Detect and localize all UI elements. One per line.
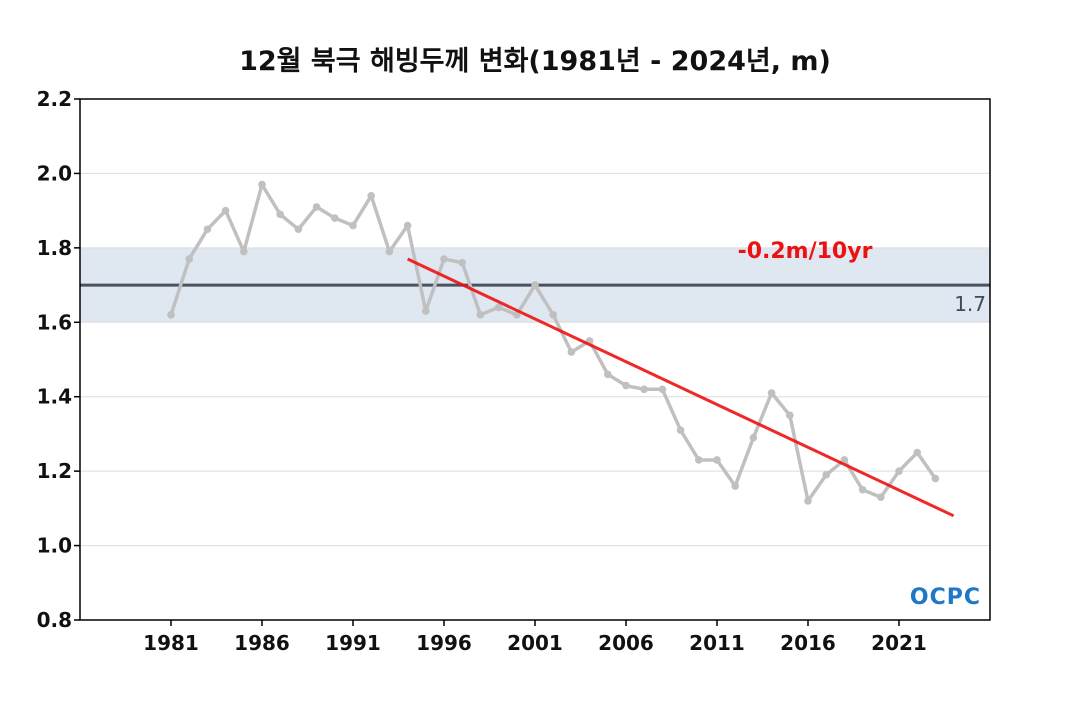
x-tick-label: 1996 bbox=[416, 631, 472, 655]
data-point bbox=[713, 456, 721, 464]
data-point bbox=[804, 497, 812, 505]
data-point bbox=[203, 225, 212, 234]
data-point bbox=[767, 389, 776, 397]
axis-layer: 0.8 1.0 1.2 1.4 1.6 1.8 2.0 2.2 1981 1986 1991 1996… bbox=[37, 87, 991, 655]
data-point bbox=[786, 411, 794, 420]
chart-title: 12월 북극 해빙두께 변화(1981년 - 2024년, m) bbox=[239, 46, 831, 77]
x-tick-label: 2011 bbox=[689, 631, 745, 655]
data-point bbox=[312, 203, 321, 211]
trend-label: -0.2m/10yr bbox=[738, 239, 873, 264]
data-point bbox=[185, 255, 193, 263]
data-point bbox=[676, 426, 685, 435]
y-tick-label: 1.4 bbox=[37, 385, 72, 409]
data-point bbox=[422, 307, 430, 315]
data-point bbox=[349, 221, 357, 230]
data-point bbox=[604, 370, 612, 379]
data-point bbox=[895, 467, 903, 475]
data-point bbox=[294, 225, 303, 234]
y-tick-label: 2.2 bbox=[37, 87, 72, 111]
data-point bbox=[385, 247, 394, 256]
data-point bbox=[367, 191, 376, 200]
x-tick-label: 2016 bbox=[780, 631, 836, 655]
data-point bbox=[749, 433, 758, 442]
data-point bbox=[240, 247, 248, 256]
data-point bbox=[822, 471, 830, 479]
data-point bbox=[695, 456, 703, 464]
data-point bbox=[403, 221, 412, 230]
trend-line bbox=[406, 257, 955, 518]
data-point bbox=[858, 485, 867, 494]
series-layer bbox=[167, 180, 940, 505]
x-tick-label: 1991 bbox=[325, 631, 381, 655]
data-point bbox=[840, 456, 849, 464]
data-point bbox=[913, 448, 921, 457]
y-tick-label: 1.2 bbox=[37, 459, 72, 483]
data-point bbox=[440, 255, 448, 263]
data-point bbox=[549, 311, 557, 319]
data-point bbox=[276, 210, 285, 219]
x-tick-label: 2001 bbox=[507, 631, 563, 655]
data-point bbox=[513, 311, 521, 319]
logo-text: OCPC bbox=[910, 585, 981, 610]
data-point bbox=[494, 303, 503, 312]
grid-layer bbox=[80, 172, 990, 547]
data-point bbox=[167, 311, 175, 319]
plot-frame bbox=[79, 98, 991, 621]
data-point bbox=[221, 206, 230, 215]
x-tick-label: 2006 bbox=[598, 631, 654, 655]
data-point bbox=[258, 180, 266, 189]
y-tick-label: 1.8 bbox=[37, 236, 72, 260]
x-tick-label: 1986 bbox=[234, 631, 290, 655]
data-point bbox=[931, 474, 940, 483]
data-point bbox=[531, 281, 539, 289]
ocpc-logo: OCPC bbox=[910, 585, 981, 610]
y-tick-label: 2.0 bbox=[37, 161, 72, 185]
data-point bbox=[476, 311, 485, 319]
data-point bbox=[640, 385, 648, 394]
reference-value-label: 1.7 bbox=[954, 292, 986, 316]
x-tick-label: 1981 bbox=[143, 631, 199, 655]
y-tick-label: 1.6 bbox=[37, 310, 72, 334]
y-tick-label: 1.0 bbox=[37, 534, 72, 558]
data-point bbox=[658, 385, 667, 394]
data-point bbox=[567, 348, 576, 356]
data-point bbox=[331, 214, 339, 222]
data-point bbox=[622, 381, 630, 390]
data-point bbox=[458, 258, 467, 267]
y-tick-label: 0.8 bbox=[37, 608, 72, 632]
trend-layer: -0.2m/10yr bbox=[406, 239, 955, 518]
data-point bbox=[731, 482, 739, 490]
x-tick-label: 2021 bbox=[871, 631, 927, 655]
data-point bbox=[877, 493, 885, 501]
